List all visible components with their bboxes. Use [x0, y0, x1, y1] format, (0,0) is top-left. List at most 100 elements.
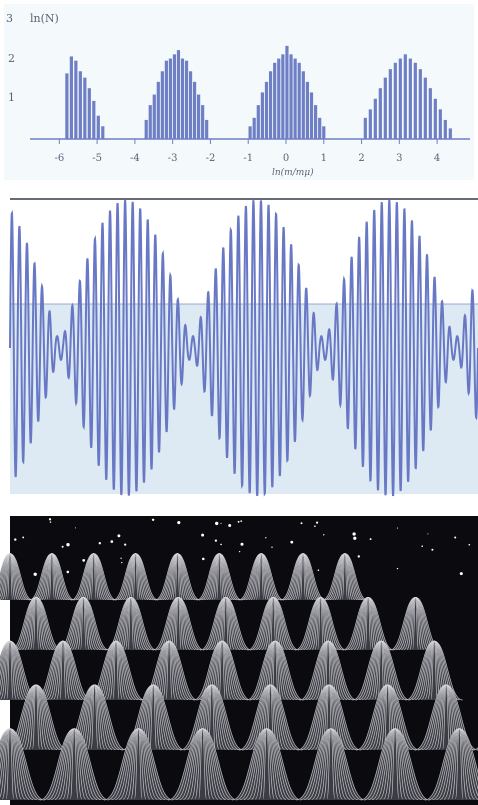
- histogram-bar: [388, 69, 392, 139]
- histogram-bar: [293, 58, 297, 139]
- star: [228, 524, 232, 527]
- star: [314, 525, 316, 527]
- x-tick-label: 3: [396, 153, 402, 164]
- surface-peak: [280, 553, 326, 601]
- histogram-bar: [428, 88, 432, 139]
- surface-peak: [238, 553, 284, 601]
- surface-peak: [168, 728, 238, 801]
- y-tick-label-3: 3: [6, 12, 13, 25]
- star: [369, 538, 372, 541]
- x-tick-label: 2: [358, 153, 364, 164]
- histogram-bar: [92, 100, 96, 139]
- surface-peak: [294, 596, 347, 651]
- surface-peak: [103, 728, 173, 801]
- histogram-bar: [197, 94, 201, 139]
- histogram-bar: [205, 119, 209, 139]
- histogram-bar: [248, 126, 252, 139]
- star: [117, 534, 121, 538]
- histogram-bar: [368, 109, 372, 139]
- histogram-bar: [78, 71, 82, 139]
- star: [290, 540, 294, 544]
- histogram-bar: [277, 58, 281, 139]
- star: [82, 559, 86, 562]
- surface-peak: [342, 596, 394, 651]
- star: [151, 518, 155, 522]
- star: [238, 550, 241, 553]
- star: [177, 521, 181, 525]
- histogram-bar: [184, 60, 189, 139]
- star: [220, 522, 222, 524]
- y-axis-label: ln(N): [30, 12, 59, 25]
- x-tick-label: 0: [283, 153, 289, 164]
- histogram-bar: [403, 54, 407, 139]
- surface-peak: [389, 596, 442, 651]
- surface-peak: [105, 596, 157, 651]
- star: [98, 542, 101, 545]
- star: [316, 521, 319, 524]
- histogram-bar: [268, 71, 273, 139]
- histogram-bar: [252, 117, 256, 139]
- oscillation-line: [9, 197, 478, 497]
- x-tick-label: -1: [243, 153, 253, 164]
- surface-peak: [360, 728, 430, 801]
- star: [459, 572, 463, 576]
- star: [396, 527, 398, 529]
- histogram-bar: [83, 77, 87, 139]
- x-tick-label: -2: [206, 153, 216, 164]
- star: [124, 543, 127, 546]
- star: [427, 533, 429, 535]
- surface-peak: [154, 553, 201, 601]
- histogram-bars: [65, 45, 452, 140]
- star: [120, 557, 122, 559]
- surface-peak: [0, 640, 39, 701]
- x-tick-label: 4: [434, 153, 440, 164]
- star: [110, 540, 114, 543]
- surface-peak: [152, 596, 204, 651]
- histogram-bar: [160, 71, 164, 139]
- star: [271, 546, 273, 548]
- surface-peak: [112, 553, 159, 601]
- histogram-bar: [87, 88, 91, 139]
- star: [48, 518, 52, 521]
- histogram-bar: [152, 94, 156, 139]
- histogram-bar: [96, 115, 100, 139]
- surface-peak: [0, 553, 33, 601]
- surface-peak: [196, 553, 242, 601]
- star: [14, 538, 17, 541]
- surface-peak: [247, 596, 299, 651]
- star: [201, 533, 205, 537]
- surface-peak: [39, 728, 109, 801]
- histogram-bar: [74, 60, 78, 139]
- histogram-bar: [273, 62, 277, 139]
- star: [317, 569, 320, 571]
- star: [215, 521, 219, 526]
- histogram-bar: [260, 92, 264, 139]
- surface-peak: [4, 684, 68, 751]
- histogram-bar: [101, 126, 105, 139]
- star: [353, 536, 357, 540]
- histogram-bar: [313, 105, 318, 139]
- surface-peak: [29, 553, 75, 601]
- surface-peak: [57, 596, 110, 651]
- star: [202, 557, 205, 561]
- star: [237, 520, 240, 523]
- histogram-bar: [69, 56, 73, 140]
- star: [33, 572, 37, 576]
- y-tick-label-1: 1: [8, 91, 15, 104]
- x-tick-label: -5: [92, 153, 102, 164]
- star: [431, 548, 434, 551]
- surface-peak: [296, 728, 366, 801]
- histogram-bar: [301, 71, 305, 139]
- surface-peak: [232, 728, 302, 801]
- histogram-bar: [148, 105, 152, 139]
- surface-peak: [34, 640, 92, 701]
- wireframe-surface: [0, 553, 478, 801]
- histogram-bar: [398, 58, 402, 139]
- surface-peak: [200, 596, 252, 651]
- star-field: [14, 518, 471, 576]
- x-tick-label: -3: [168, 153, 178, 164]
- star: [220, 543, 222, 546]
- star: [66, 543, 70, 547]
- histogram-bar: [264, 81, 269, 139]
